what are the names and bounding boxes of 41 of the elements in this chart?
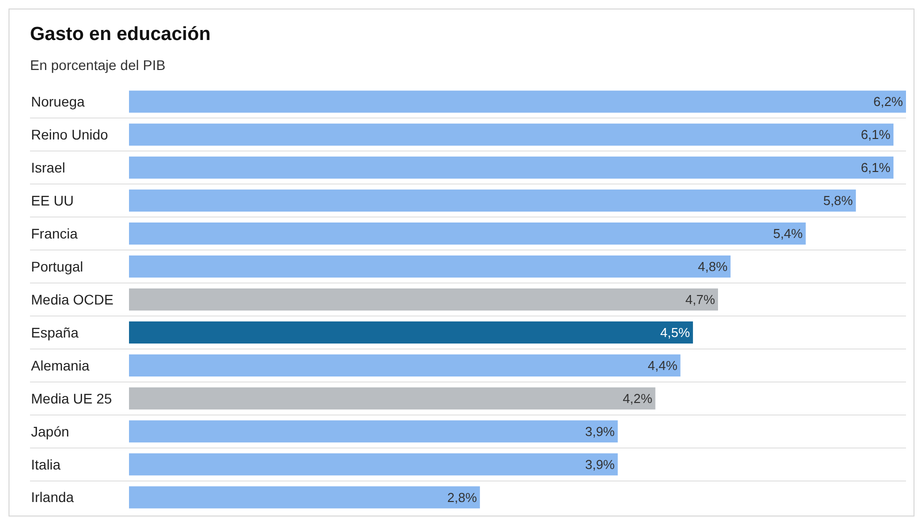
data-label: 6,1% bbox=[860, 160, 891, 176]
data-label: 6,2% bbox=[873, 94, 904, 110]
bar bbox=[129, 156, 894, 179]
data-label: 6,1% bbox=[860, 127, 891, 142]
y-tick-label: Noruega bbox=[31, 94, 85, 110]
data-label: 2,8% bbox=[447, 490, 478, 505]
y-tick-label: EE UU bbox=[31, 192, 74, 208]
y-tick-label: Italia bbox=[31, 456, 61, 472]
data-label: 5,4% bbox=[773, 226, 804, 242]
bar bbox=[129, 255, 731, 278]
bar bbox=[129, 387, 656, 410]
y-tick-label: Israel bbox=[31, 160, 66, 176]
data-label: 4,4% bbox=[648, 358, 678, 373]
data-label: 4,5% bbox=[660, 325, 690, 340]
y-tick-label: Media UE 25 bbox=[31, 390, 112, 406]
data-label: 3,9% bbox=[585, 456, 616, 472]
chart-title: Gasto en educación bbox=[30, 24, 211, 45]
bar bbox=[129, 486, 480, 508]
bar bbox=[129, 190, 856, 212]
data-label: 5,8% bbox=[823, 193, 854, 208]
y-tick-label: Portugal bbox=[31, 258, 84, 274]
bar bbox=[129, 222, 806, 245]
data-label: 4,8% bbox=[698, 259, 728, 274]
bar bbox=[129, 321, 693, 344]
y-tick-label: España bbox=[31, 324, 79, 340]
bar bbox=[129, 288, 718, 311]
data-label: 4,7% bbox=[685, 292, 716, 308]
data-label: 4,2% bbox=[622, 390, 653, 406]
bar bbox=[129, 453, 618, 476]
data-label: 3,9% bbox=[585, 424, 616, 439]
y-tick-label: Irlanda bbox=[31, 489, 74, 506]
y-tick-label: Japón bbox=[31, 423, 70, 440]
y-tick-label: Alemania bbox=[31, 357, 90, 374]
bar bbox=[129, 420, 618, 442]
bar bbox=[129, 90, 906, 113]
bar bbox=[129, 354, 680, 376]
y-tick-label: Media OCDE bbox=[31, 291, 114, 308]
y-tick-label: Reino Unido bbox=[31, 126, 108, 143]
chart-subtitle: En porcentaje del PIB bbox=[30, 57, 166, 73]
y-tick-label: Francia bbox=[31, 225, 78, 242]
bar bbox=[129, 124, 894, 146]
